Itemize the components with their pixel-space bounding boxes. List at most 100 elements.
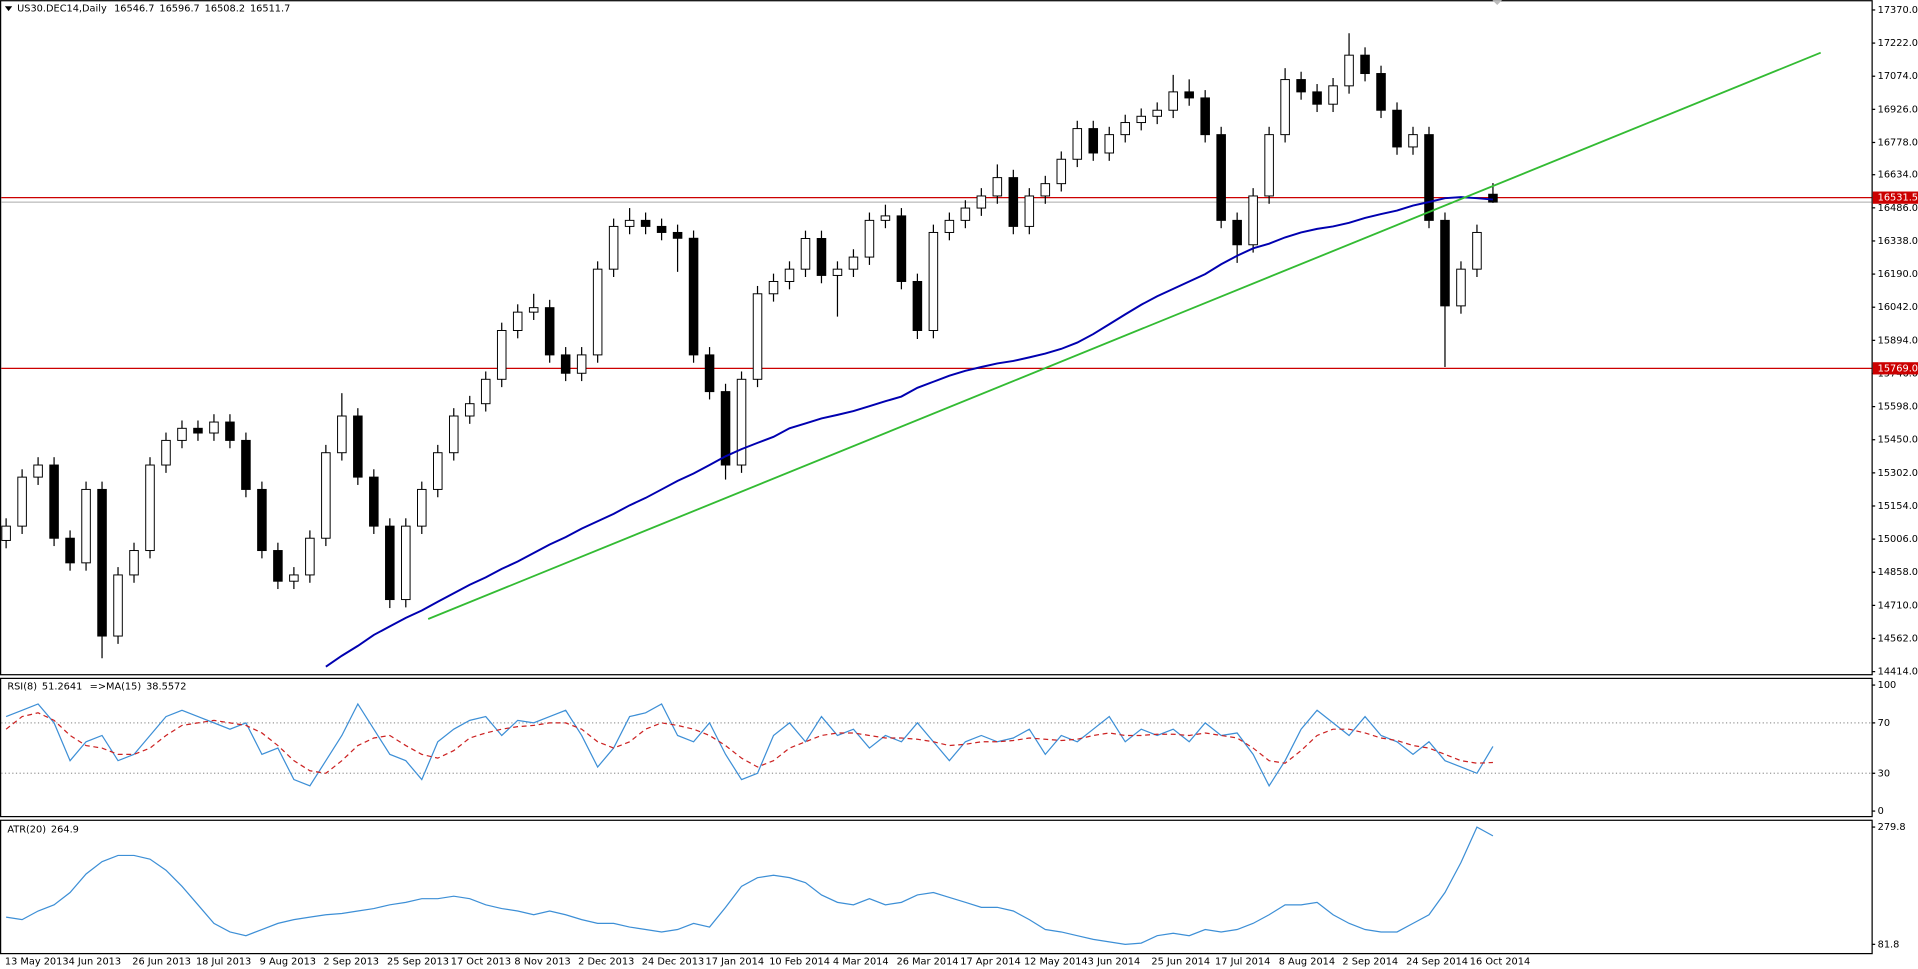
x-tick-label: 4 Mar 2014 bbox=[833, 957, 889, 968]
candle-body bbox=[161, 439, 171, 466]
candle-body bbox=[592, 268, 603, 356]
candle-body bbox=[560, 354, 571, 374]
y-tick-label: 0 bbox=[1878, 806, 1884, 817]
y-tick-label: 14562.0 bbox=[1878, 634, 1918, 645]
candle-body bbox=[1280, 79, 1290, 136]
x-tick-label: 2 Sep 2014 bbox=[1342, 957, 1398, 968]
symbol-icon bbox=[4, 6, 13, 12]
candle-body bbox=[1040, 183, 1051, 197]
candle-body bbox=[145, 464, 155, 552]
candle-body bbox=[976, 195, 987, 209]
candle-body bbox=[321, 452, 331, 539]
candle-body bbox=[33, 464, 43, 478]
atr-name: ATR(20) bbox=[7, 824, 46, 835]
candle-body bbox=[448, 415, 459, 454]
candle-body bbox=[768, 280, 779, 295]
candle-body bbox=[241, 439, 251, 490]
x-tick-label: 16 Oct 2014 bbox=[1470, 957, 1530, 968]
x-tick-label: 13 May 2013 bbox=[5, 957, 69, 968]
candle-body bbox=[209, 421, 219, 434]
candle-body bbox=[1440, 219, 1450, 307]
rsi-panel-frame bbox=[0, 677, 1873, 818]
x-tick-label: 25 Jun 2014 bbox=[1151, 957, 1210, 968]
y-tick-label: 16926.0 bbox=[1878, 104, 1918, 115]
y-tick-label: 17074.0 bbox=[1878, 71, 1918, 82]
candle-body bbox=[1200, 97, 1210, 136]
candle-body bbox=[353, 415, 363, 478]
candle-body bbox=[848, 256, 859, 270]
y-tick-label: 279.8 bbox=[1878, 822, 1906, 833]
x-tick-label: 26 Jun 2013 bbox=[132, 957, 191, 968]
candle-body bbox=[816, 238, 827, 276]
candle-body bbox=[624, 219, 635, 227]
trendline bbox=[427, 51, 1822, 620]
candle-body bbox=[640, 219, 651, 227]
candle-body bbox=[1248, 195, 1258, 246]
candle-body bbox=[1184, 91, 1194, 99]
x-tick-label: 17 Jan 2014 bbox=[706, 957, 765, 968]
candle-body bbox=[1408, 134, 1418, 148]
price-label: 16531.5 bbox=[1878, 193, 1918, 204]
candle-body bbox=[1376, 73, 1386, 111]
candle-body bbox=[688, 237, 699, 356]
last-low: 16508.2 bbox=[205, 4, 245, 15]
candle-body bbox=[97, 488, 107, 637]
x-tick-label: 17 Jul 2014 bbox=[1215, 957, 1270, 968]
candle-body bbox=[1264, 134, 1274, 197]
last-high: 16596.7 bbox=[159, 4, 199, 15]
candle-body bbox=[1232, 219, 1242, 246]
candle-body bbox=[289, 574, 299, 582]
rsi-value: 51.2641 bbox=[42, 681, 82, 692]
candle-body bbox=[960, 207, 971, 221]
atr-panel-frame bbox=[0, 819, 1873, 955]
x-tick-label: 18 Jul 2013 bbox=[196, 957, 251, 968]
indicator-line bbox=[5, 712, 1493, 774]
candle-body bbox=[337, 415, 347, 454]
x-tick-label: 25 Sep 2013 bbox=[387, 957, 449, 968]
candle-body bbox=[832, 268, 843, 276]
candle-body bbox=[544, 307, 555, 356]
rsi-header: RSI(8) 51.2641 =>MA(15) 38.5572 bbox=[7, 681, 186, 692]
x-tick-label: 8 Aug 2014 bbox=[1279, 957, 1335, 968]
x-tick-label: 2 Dec 2013 bbox=[578, 957, 634, 968]
candle-body bbox=[369, 476, 379, 527]
y-tick-label: 15450.0 bbox=[1878, 435, 1918, 446]
x-tick-label: 24 Dec 2013 bbox=[642, 957, 704, 968]
y-tick-label: 16778.0 bbox=[1878, 137, 1918, 148]
candle-body bbox=[193, 427, 203, 434]
candle-body bbox=[992, 177, 1003, 197]
candle-body bbox=[896, 215, 907, 282]
x-tick-label: 2 Sep 2013 bbox=[323, 957, 379, 968]
candle-body bbox=[177, 427, 187, 441]
moving-average bbox=[325, 196, 1494, 668]
candle-body bbox=[1104, 134, 1115, 154]
candle-body bbox=[800, 238, 811, 270]
candle-body bbox=[1120, 122, 1131, 136]
atr-value: 264.9 bbox=[51, 824, 79, 835]
candle-body bbox=[433, 452, 443, 490]
y-tick-label: 81.8 bbox=[1878, 939, 1900, 950]
chart-header: US30.DEC14,Daily 16546.7 16596.7 16508.2 165… bbox=[17, 4, 290, 15]
candle-body bbox=[576, 354, 587, 374]
x-tick-label: 10 Feb 2014 bbox=[769, 957, 830, 968]
candle-body bbox=[912, 280, 923, 331]
candle-body bbox=[1312, 91, 1322, 105]
candle-body bbox=[928, 231, 939, 331]
candle-body bbox=[1392, 109, 1402, 148]
candle-body bbox=[496, 330, 507, 380]
candle-body bbox=[1088, 128, 1099, 154]
price-label-box bbox=[1872, 191, 1918, 204]
y-tick-label: 16486.0 bbox=[1878, 203, 1918, 214]
y-tick-label: 14414.0 bbox=[1878, 667, 1918, 678]
candle-body bbox=[401, 525, 411, 601]
y-tick-label: 15894.0 bbox=[1878, 335, 1918, 346]
y-tick-label: 16042.0 bbox=[1878, 302, 1918, 313]
rsi-name: RSI(8) bbox=[7, 681, 37, 692]
y-tick-label: 14710.0 bbox=[1878, 600, 1918, 611]
price-label-box bbox=[1872, 362, 1918, 375]
y-tick-label: 16634.0 bbox=[1878, 170, 1918, 181]
y-tick-label: 15154.0 bbox=[1878, 501, 1918, 512]
y-tick-label: 14858.0 bbox=[1878, 567, 1918, 578]
